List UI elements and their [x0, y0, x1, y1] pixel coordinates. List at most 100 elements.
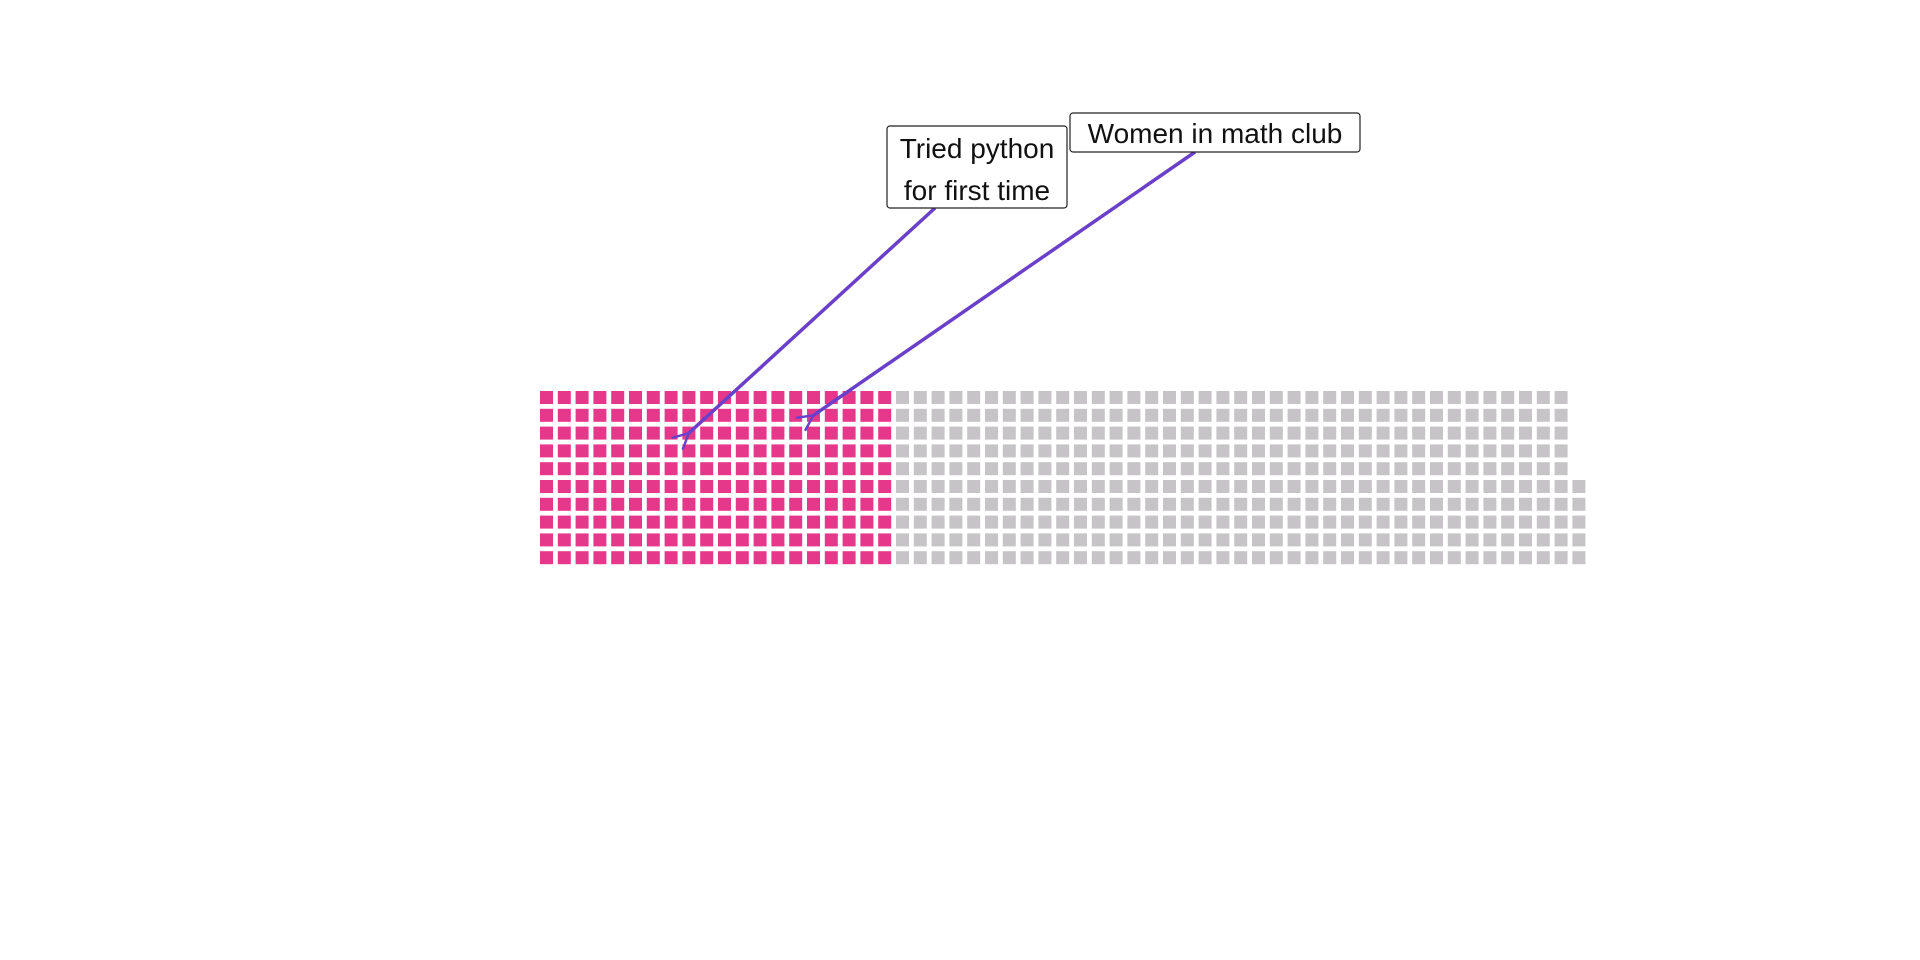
waffle-cell [1519, 444, 1532, 457]
waffle-cell [1092, 551, 1105, 564]
waffle-cell [593, 533, 606, 546]
waffle-cell [1377, 480, 1390, 493]
waffle-cell [1074, 427, 1087, 440]
waffle-cell [825, 444, 838, 457]
waffle-cell [932, 444, 945, 457]
waffle-cell [1430, 498, 1443, 511]
waffle-cell [878, 533, 891, 546]
waffle-cell [736, 533, 749, 546]
waffle-cell [1341, 427, 1354, 440]
waffle-cell [1163, 391, 1176, 404]
waffle-cell [807, 516, 820, 529]
waffle-cell [1305, 480, 1318, 493]
waffle-cell [1288, 498, 1301, 511]
waffle-cell [1074, 444, 1087, 457]
waffle-cell [1519, 480, 1532, 493]
waffle-cell [914, 498, 927, 511]
waffle-cell [1145, 480, 1158, 493]
waffle-cell [1038, 498, 1051, 511]
waffle-cell [825, 533, 838, 546]
waffle-cell [1163, 498, 1176, 511]
waffle-cell [1288, 409, 1301, 422]
waffle-cell [682, 444, 695, 457]
waffle-cell [771, 444, 784, 457]
waffle-cell [1038, 409, 1051, 422]
waffle-cell [593, 427, 606, 440]
waffle-cell [1394, 533, 1407, 546]
waffle-cell [540, 480, 553, 493]
waffle-cell [1216, 391, 1229, 404]
waffle-cell [1056, 480, 1069, 493]
waffle-cell [665, 551, 678, 564]
waffle-cell [754, 551, 767, 564]
waffle-cell [700, 516, 713, 529]
waffle-cell [593, 498, 606, 511]
waffle-cell [825, 409, 838, 422]
waffle-cell [1305, 409, 1318, 422]
waffle-cell [736, 551, 749, 564]
waffle-cell [789, 551, 802, 564]
waffle-cell [1501, 462, 1514, 475]
waffle-cell [576, 551, 589, 564]
waffle-cell [540, 391, 553, 404]
waffle-cell [878, 516, 891, 529]
waffle-cell [914, 427, 927, 440]
waffle-cell [540, 427, 553, 440]
waffle-cell [1519, 551, 1532, 564]
waffle-cells [540, 391, 1585, 564]
waffle-cell [1323, 551, 1336, 564]
waffle-cell [878, 462, 891, 475]
waffle-cell [1199, 462, 1212, 475]
waffle-cell [985, 409, 998, 422]
waffle-cell [1038, 427, 1051, 440]
waffle-cell [1466, 462, 1479, 475]
waffle-cell [1483, 516, 1496, 529]
waffle-cell [1323, 409, 1336, 422]
waffle-cell [558, 462, 571, 475]
waffle-cell [967, 498, 980, 511]
waffle-cell [558, 516, 571, 529]
waffle-cell [1555, 533, 1568, 546]
waffle-cell [754, 480, 767, 493]
waffle-cell [1377, 444, 1390, 457]
waffle-cell [629, 444, 642, 457]
waffle-cell [860, 391, 873, 404]
waffle-cell [665, 409, 678, 422]
waffle-cell [1412, 427, 1425, 440]
waffle-cell [718, 462, 731, 475]
waffle-cell [1127, 533, 1140, 546]
waffle-cell [629, 533, 642, 546]
waffle-cell [1021, 551, 1034, 564]
waffle-cell [1003, 516, 1016, 529]
waffle-cell [1127, 551, 1140, 564]
waffle-cell [754, 533, 767, 546]
waffle-cell [576, 462, 589, 475]
waffle-cell [576, 391, 589, 404]
waffle-cell [1074, 516, 1087, 529]
waffle-cell [1270, 427, 1283, 440]
waffle-cell [1412, 533, 1425, 546]
waffle-cell [1127, 444, 1140, 457]
waffle-cell [1430, 462, 1443, 475]
waffle-cell [1448, 533, 1461, 546]
waffle-cell [736, 516, 749, 529]
waffle-cell [1377, 427, 1390, 440]
waffle-cell [665, 516, 678, 529]
waffle-cell [896, 480, 909, 493]
waffle-cell [1021, 498, 1034, 511]
waffle-cell [1501, 551, 1514, 564]
waffle-cell [736, 462, 749, 475]
waffle-cell [1323, 516, 1336, 529]
waffle-cell [1377, 409, 1390, 422]
waffle-cell [1359, 409, 1372, 422]
waffle-cell [1252, 444, 1265, 457]
waffle-cell [629, 551, 642, 564]
waffle-cell [1377, 551, 1390, 564]
waffle-cell [1163, 533, 1176, 546]
waffle-cell [896, 516, 909, 529]
waffle-cell [1483, 480, 1496, 493]
waffle-cell [967, 427, 980, 440]
waffle-cell [1394, 551, 1407, 564]
waffle-cell [1483, 533, 1496, 546]
waffle-cell [718, 427, 731, 440]
